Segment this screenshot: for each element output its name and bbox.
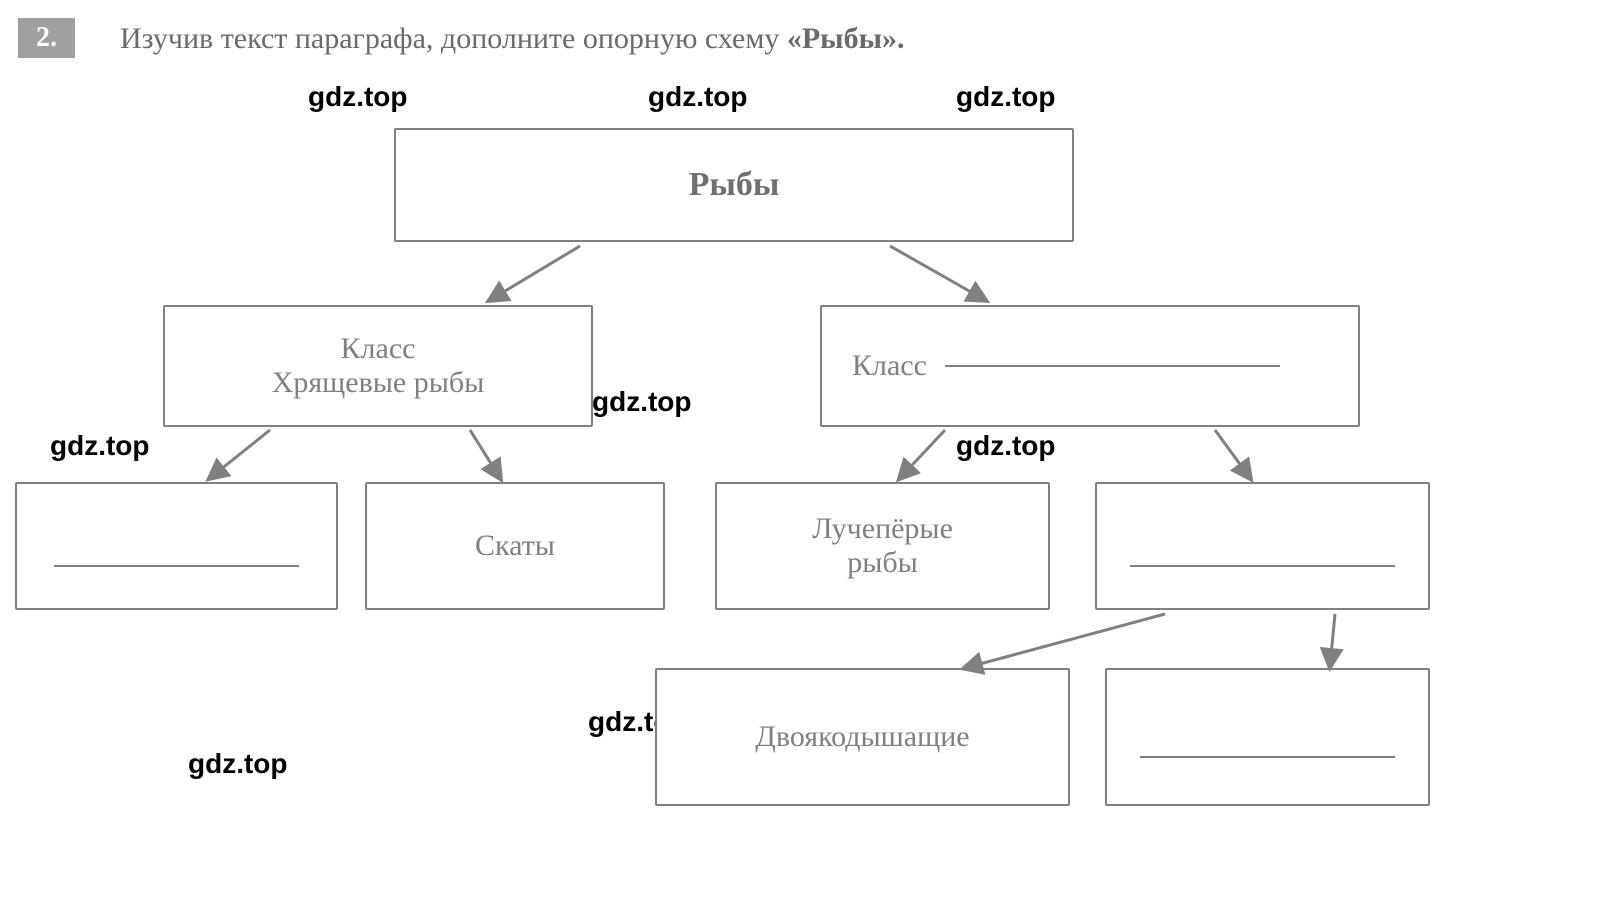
instruction-bold: «Рыбы».: [787, 22, 905, 55]
watermark-3: gdz.top: [592, 386, 692, 418]
box-class-right: Класс: [820, 305, 1360, 427]
leaf4-blank: [1130, 565, 1395, 567]
leaf3-line2: рыбы: [812, 546, 953, 580]
box-leaf1: [15, 482, 338, 610]
box-leaf5: Двоякодышащие: [655, 668, 1070, 806]
box-leaf3: Лучепёрые рыбы: [715, 482, 1050, 610]
box-class-left: Класс Хрящевые рыбы: [163, 305, 593, 427]
watermark-5: gdz.top: [956, 430, 1056, 462]
leaf2-label: Скаты: [475, 529, 555, 563]
box-leaf4: [1095, 482, 1430, 610]
instruction-text: Изучив текст параграфа, дополните опорну…: [120, 22, 905, 56]
instruction-plain: Изучив текст параграфа, дополните опорну…: [120, 22, 787, 55]
leaf3-content: Лучепёрые рыбы: [812, 512, 953, 580]
leaf3-line1: Лучепёрые: [812, 512, 953, 546]
watermark-1: gdz.top: [648, 81, 748, 113]
box-leaf2: Скаты: [365, 482, 665, 610]
watermark-2: gdz.top: [956, 81, 1056, 113]
leaf1-blank: [54, 565, 299, 567]
class-right-line1: Класс: [852, 349, 927, 383]
task-number-text: 2.: [36, 22, 57, 53]
watermark-7: gdz.top: [188, 748, 288, 780]
box-leaf6: [1105, 668, 1430, 806]
leaf6-blank: [1140, 756, 1395, 758]
task-number-badge: 2.: [18, 18, 75, 58]
watermark-4: gdz.top: [50, 430, 150, 462]
box-root-label: Рыбы: [689, 166, 780, 204]
class-right-blank: [945, 365, 1280, 367]
class-left-content: Класс Хрящевые рыбы: [272, 332, 485, 400]
watermark-0: gdz.top: [308, 81, 408, 113]
class-left-line1: Класс: [272, 332, 485, 366]
leaf5-label: Двоякодышащие: [755, 720, 969, 754]
box-root: Рыбы: [394, 128, 1074, 242]
class-left-line2: Хрящевые рыбы: [272, 366, 485, 400]
